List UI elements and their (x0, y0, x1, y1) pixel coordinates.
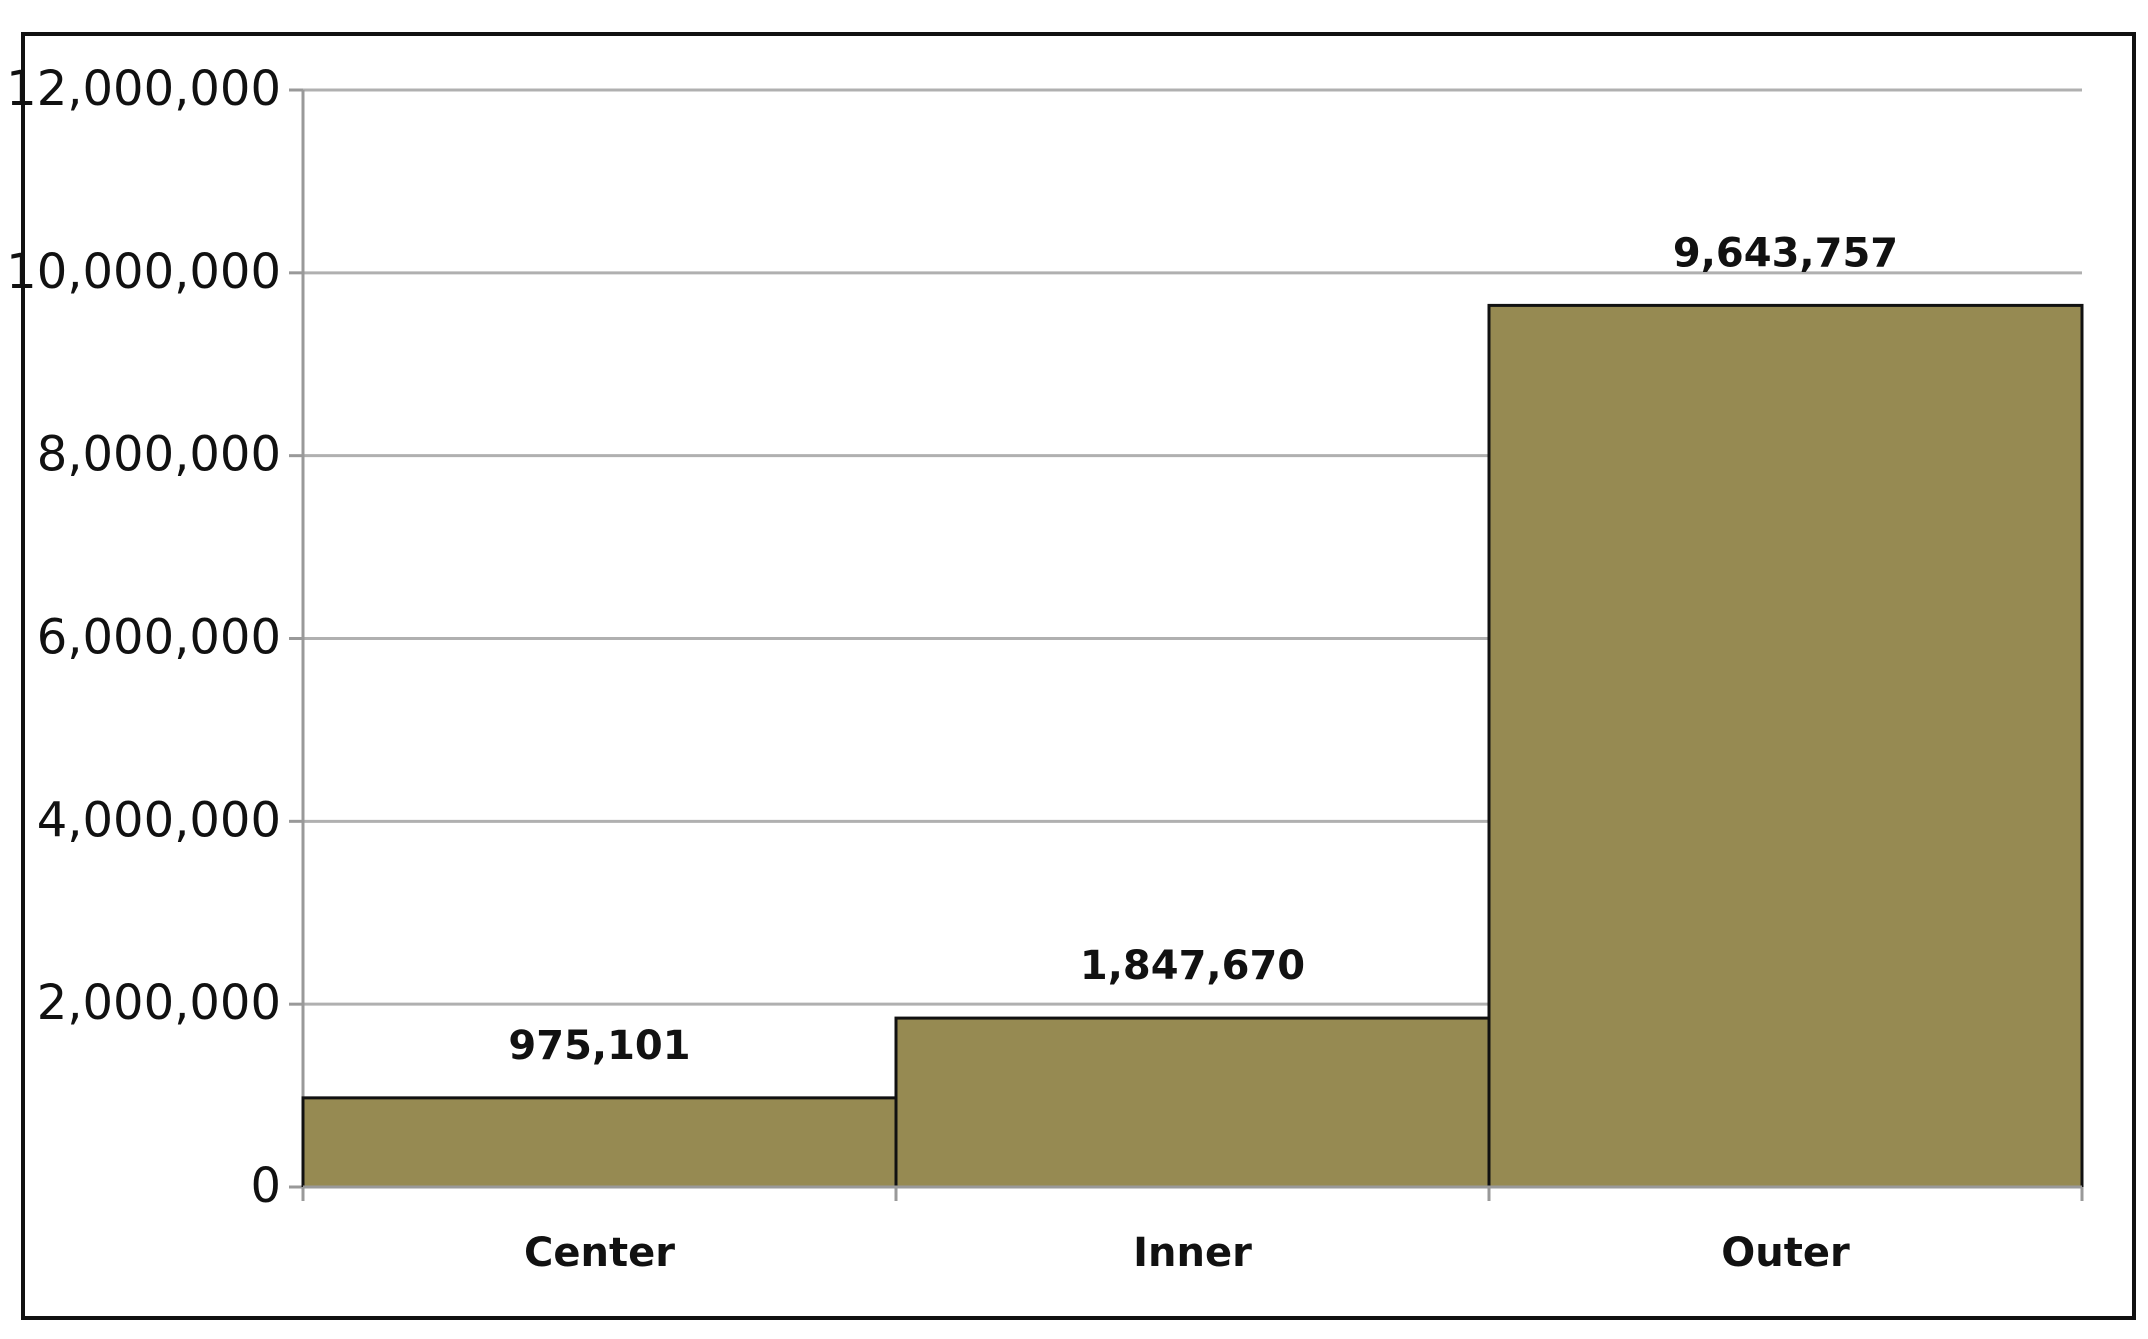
x-tick-label: Center (524, 1230, 675, 1276)
value-label: 975,101 (508, 1023, 690, 1069)
y-tick-label: 6,000,000 (37, 610, 281, 666)
y-tick-label: 2,000,000 (37, 975, 281, 1031)
x-tick-label: Inner (1133, 1230, 1252, 1276)
y-tick-label: 10,000,000 (6, 244, 281, 300)
bar (1487, 303, 2084, 1189)
y-tick-label: 8,000,000 (37, 427, 281, 483)
y-tick-label: 0 (250, 1158, 281, 1214)
bar (301, 1096, 898, 1189)
y-tick-label: 4,000,000 (37, 792, 281, 848)
y-tick-label: 12,000,000 (6, 61, 281, 117)
bar (894, 1016, 1491, 1189)
value-label: 1,847,670 (1080, 943, 1305, 989)
x-tick-label: Outer (1721, 1230, 1850, 1276)
value-label: 9,643,757 (1673, 230, 1898, 276)
